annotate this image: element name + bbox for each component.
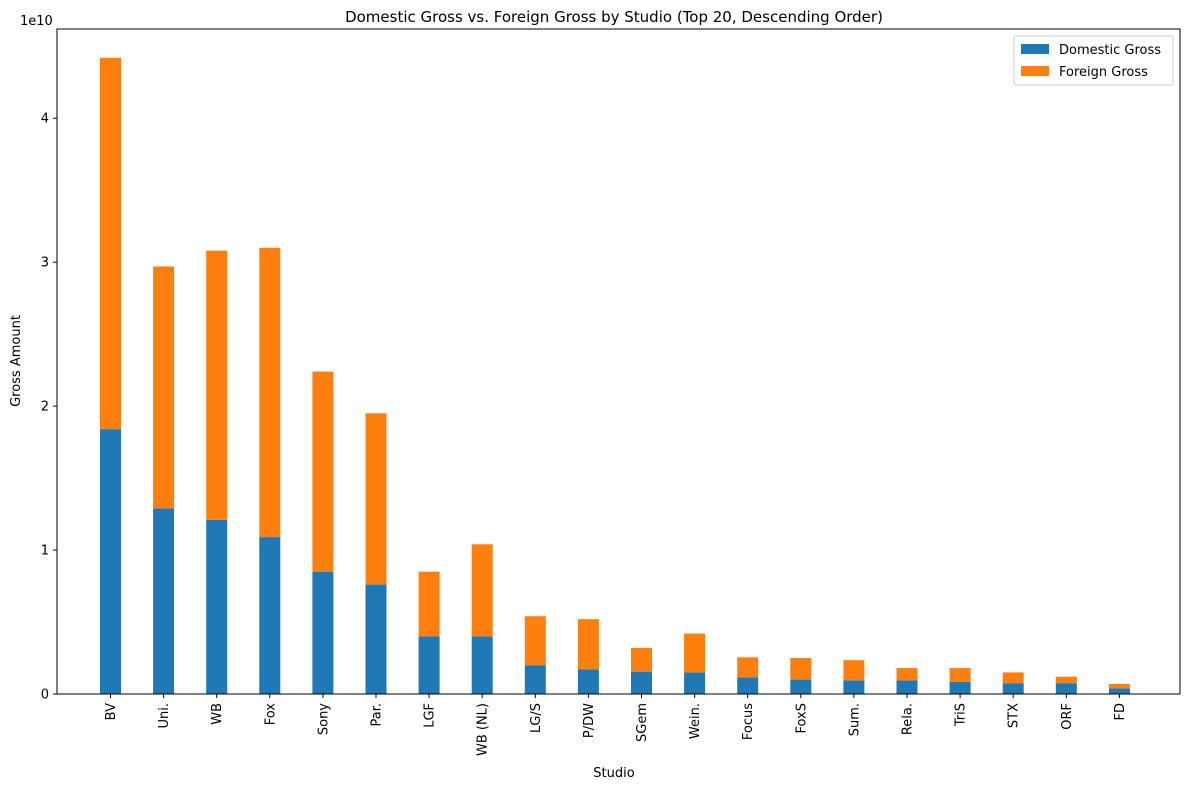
foreign-gross-bar — [153, 266, 175, 509]
x-tick-label: WB (NL) — [476, 703, 491, 756]
domestic-gross-bar — [524, 665, 546, 694]
domestic-gross-bar — [1108, 688, 1130, 694]
x-tick-label: LGF — [423, 703, 438, 728]
domestic-gross-bar — [153, 508, 175, 694]
y-tick-label: 1 — [41, 544, 49, 559]
foreign-gross-bar — [631, 647, 652, 672]
y-tick-label: 3 — [41, 256, 49, 271]
x-tick-label: BV — [104, 703, 119, 721]
foreign-gross-bar — [1002, 672, 1024, 684]
legend-swatch — [1021, 66, 1049, 76]
foreign-gross-bar — [471, 544, 493, 637]
foreign-gross-bar — [896, 668, 918, 681]
x-tick-label: Sum. — [847, 703, 862, 736]
domestic-gross-bar — [737, 677, 759, 694]
legend-entry-label: Domestic Gross — [1059, 43, 1161, 58]
foreign-gross-bar — [790, 658, 812, 680]
domestic-gross-bar — [206, 519, 228, 694]
domestic-gross-bar — [577, 669, 599, 694]
y-axis-label: Gross Amount — [9, 315, 24, 407]
legend-box — [1013, 35, 1174, 86]
domestic-gross-bar — [843, 680, 865, 694]
foreign-gross-bar — [1108, 683, 1130, 689]
x-tick-label: TriS — [954, 703, 969, 727]
domestic-gross-bar — [259, 537, 281, 694]
y-axis-offset-label: 1e10 — [20, 14, 53, 29]
foreign-gross-bar — [949, 668, 971, 682]
domestic-gross-bar — [365, 584, 387, 694]
x-tick-label: Sony — [316, 703, 331, 735]
x-tick-label: STX — [1007, 703, 1022, 728]
domestic-gross-bar — [1002, 683, 1024, 694]
domestic-gross-bar — [418, 636, 440, 694]
foreign-gross-bar — [1055, 676, 1077, 684]
x-tick-label: Par. — [370, 703, 385, 727]
foreign-gross-bar — [365, 413, 387, 585]
foreign-gross-bar — [418, 571, 440, 637]
foreign-gross-bar — [259, 247, 281, 538]
x-tick-label: FD — [1113, 703, 1128, 721]
domestic-gross-bar — [896, 680, 918, 694]
foreign-gross-bar — [737, 657, 759, 678]
domestic-gross-bar — [631, 671, 652, 694]
foreign-gross-bar — [577, 619, 599, 670]
x-tick-label: ORF — [1060, 703, 1075, 730]
plot-frame — [56, 28, 1181, 695]
x-tick-label: Focus — [741, 703, 756, 740]
domestic-gross-bar — [684, 672, 706, 694]
x-tick-label: SGem — [635, 703, 650, 742]
foreign-gross-bar — [206, 250, 228, 520]
plot-area: 0 1 2 3 4 BV Uni. WB Fox Sony Par. LGF WB (NL) LG/S P/… — [41, 57, 1130, 756]
x-axis-label: Studio — [593, 766, 634, 781]
domestic-gross-bar — [1055, 683, 1077, 694]
domestic-gross-bar — [471, 636, 493, 694]
legend-entry-label: Foreign Gross — [1059, 65, 1148, 80]
domestic-gross-bar — [949, 681, 971, 694]
x-tick-label: WB — [210, 703, 225, 725]
x-tick-label: FoxS — [794, 703, 809, 734]
x-tick-label: Fox — [263, 703, 278, 726]
legend: Domestic Gross Foreign Gross — [1013, 35, 1174, 86]
x-tick-label: Uni. — [157, 703, 172, 729]
legend-swatch — [1021, 44, 1049, 54]
domestic-gross-bar — [312, 571, 334, 694]
x-tick-label: Wein. — [688, 703, 703, 739]
foreign-gross-bar — [524, 616, 546, 666]
chart-title: Domestic Gross vs. Foreign Gross by Stud… — [345, 8, 883, 26]
y-tick-label: 2 — [41, 400, 49, 415]
domestic-gross-bar — [790, 679, 812, 694]
x-tick-label: P/DW — [582, 703, 597, 738]
x-tick-label: Rela. — [901, 703, 916, 735]
y-tick-label: 4 — [41, 112, 49, 127]
y-tick-label: 0 — [41, 688, 49, 703]
x-tick-label: LG/S — [529, 703, 544, 733]
foreign-gross-bar — [312, 371, 334, 572]
foreign-gross-bar — [843, 660, 865, 681]
foreign-gross-bar — [100, 57, 121, 430]
foreign-gross-bar — [684, 633, 706, 673]
domestic-gross-bar — [100, 429, 121, 694]
